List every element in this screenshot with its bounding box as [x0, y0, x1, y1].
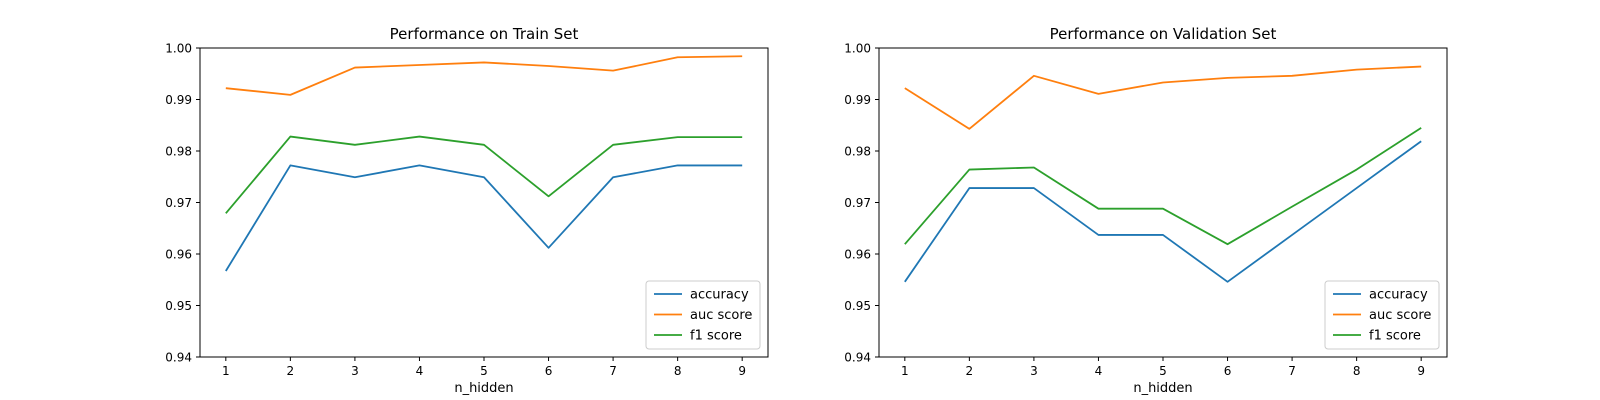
x-tick-label: 1 [901, 364, 909, 378]
series-line-accuracy [225, 164, 743, 272]
legend-label: auc score [1369, 308, 1431, 323]
series-line-accuracy [904, 140, 1422, 283]
series-lines [904, 65, 1422, 283]
y-tick-label: 0.94 [844, 351, 871, 365]
series-line-auc-score [225, 55, 743, 96]
y-axis: 0.94 0.95 0.96 0.97 0.98 0.99 1.00 [844, 42, 879, 365]
x-tick-label: 2 [966, 364, 974, 378]
x-tick-label: 7 [609, 364, 617, 378]
chart-panel-2: Performance on Validation Set 1 2 3 4 5 6 7 8 9 n_… [844, 25, 1448, 396]
chart-title: Performance on Validation Set [1050, 25, 1277, 43]
x-tick-label: 6 [1224, 364, 1232, 378]
y-tick-label: 0.94 [165, 351, 192, 365]
legend-box [1324, 280, 1440, 350]
x-tick-label: 8 [674, 364, 682, 378]
x-tick-label: 9 [738, 364, 746, 378]
y-tick-label: 0.99 [165, 93, 192, 107]
y-tick-label: 0.97 [165, 196, 192, 210]
x-axis-label: n_hidden [454, 381, 513, 396]
series-line-auc-score [904, 65, 1422, 130]
charts: Performance on Train Set 1 2 3 4 5 6 7 8 9 n_hidde… [165, 25, 1448, 396]
legend: accuracy auc score f1 score [645, 280, 761, 350]
x-axis: 1 2 3 4 5 6 7 8 9 n_hidden [901, 357, 1425, 396]
y-tick-label: 0.99 [844, 93, 871, 107]
x-tick-label: 2 [287, 364, 295, 378]
x-tick-label: 3 [1030, 364, 1038, 378]
x-tick-label: 6 [545, 364, 553, 378]
x-tick-label: 3 [351, 364, 359, 378]
x-tick-label: 4 [416, 364, 424, 378]
y-tick-label: 0.95 [844, 299, 871, 313]
y-tick-label: 1.00 [165, 42, 192, 56]
x-axis-label: n_hidden [1133, 381, 1192, 396]
series-line-f1-score [904, 127, 1422, 246]
chart-title: Performance on Train Set [390, 25, 579, 43]
legend-label: accuracy [690, 288, 749, 303]
x-tick-label: 7 [1288, 364, 1296, 378]
x-tick-label: 9 [1417, 364, 1425, 378]
y-tick-label: 0.98 [844, 145, 871, 159]
x-tick-label: 4 [1095, 364, 1103, 378]
y-tick-label: 0.97 [844, 196, 871, 210]
series-line-f1-score [225, 135, 743, 214]
y-tick-label: 0.96 [844, 248, 871, 262]
y-tick-label: 0.96 [165, 248, 192, 262]
series-lines [225, 55, 743, 272]
x-tick-label: 5 [480, 364, 488, 378]
legend: accuracy auc score f1 score [1324, 280, 1440, 350]
chart-panel-1: Performance on Train Set 1 2 3 4 5 6 7 8 9 n_hidde… [165, 25, 769, 396]
y-tick-label: 0.98 [165, 145, 192, 159]
x-tick-label: 1 [222, 364, 230, 378]
legend-label: accuracy [1369, 288, 1428, 303]
legend-label: f1 score [690, 329, 742, 344]
x-tick-label: 8 [1353, 364, 1361, 378]
y-tick-label: 1.00 [844, 42, 871, 56]
x-tick-label: 5 [1159, 364, 1167, 378]
x-axis: 1 2 3 4 5 6 7 8 9 n_hidden [222, 357, 746, 396]
legend-label: f1 score [1369, 329, 1421, 344]
legend-label: auc score [690, 308, 752, 323]
legend-box [645, 280, 761, 350]
y-tick-label: 0.95 [165, 299, 192, 313]
y-axis: 0.94 0.95 0.96 0.97 0.98 0.99 1.00 [165, 42, 200, 365]
